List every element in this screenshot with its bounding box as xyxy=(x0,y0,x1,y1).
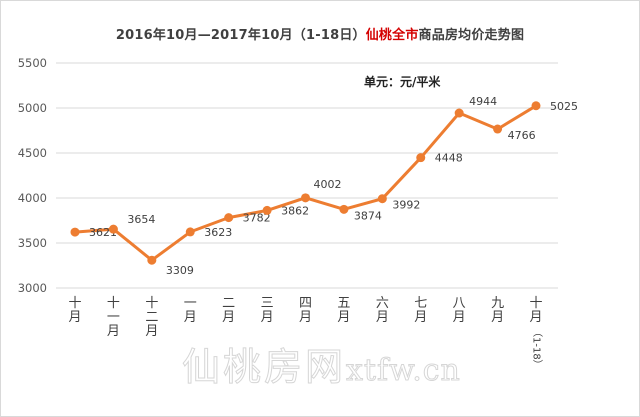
x-tick-label: 四月 xyxy=(298,296,312,325)
data-label: 3623 xyxy=(204,226,232,239)
data-label: 3654 xyxy=(127,213,155,226)
unit-label: 单元：元/平米 xyxy=(364,75,441,89)
watermark: 仙桃房网xtfw.cn xyxy=(181,336,461,391)
data-label: 4944 xyxy=(469,95,497,108)
x-tick-label: 三月 xyxy=(260,296,274,325)
data-point-marker xyxy=(493,124,503,134)
data-point-marker xyxy=(262,205,272,215)
data-point-marker xyxy=(377,194,387,204)
watermark-cn: 仙桃房网 xyxy=(181,345,347,390)
data-label: 3782 xyxy=(243,212,271,225)
watermark-latin: xtfw.cn xyxy=(346,353,461,389)
x-tick-label: 十一月 xyxy=(106,296,120,339)
y-tick-label: 4000 xyxy=(18,191,47,205)
title-prefix: 2016年10月—2017年10月（1-18日） xyxy=(115,28,366,43)
x-tick-label: 十月 xyxy=(68,296,82,325)
x-tick-label: 五月 xyxy=(337,296,351,325)
data-point-marker xyxy=(454,108,464,118)
data-point-marker xyxy=(70,227,80,237)
data-point-marker xyxy=(185,227,195,237)
x-tick-label: 十二月 xyxy=(145,296,159,339)
x-tick-label: 九月 xyxy=(491,296,505,325)
y-tick-label: 5000 xyxy=(18,101,47,115)
x-tick-label: 七月 xyxy=(414,296,428,325)
data-label: 3992 xyxy=(392,199,420,212)
data-label: 3309 xyxy=(166,264,194,277)
data-label: 3862 xyxy=(281,204,309,217)
y-tick-label: 3500 xyxy=(18,236,47,250)
data-point-marker xyxy=(224,213,234,223)
x-tick-label: 二月 xyxy=(222,296,236,325)
data-label: 3874 xyxy=(354,209,382,222)
data-label: 4448 xyxy=(435,152,463,165)
data-point-marker xyxy=(108,224,118,234)
data-label: 4766 xyxy=(508,129,536,142)
data-point-marker xyxy=(339,204,349,214)
price-line xyxy=(74,104,537,262)
x-tick-label: 八月 xyxy=(452,296,466,325)
x-tick-label: 十月（1-18） xyxy=(529,296,543,370)
x-tick-label: 一月 xyxy=(183,296,197,325)
data-point-marker xyxy=(416,153,426,163)
data-label: 5025 xyxy=(550,100,578,113)
y-tick-label: 5500 xyxy=(18,56,47,70)
chart-title: 2016年10月—2017年10月（1-18日）仙桃全市商品房均价走势图 xyxy=(0,24,640,43)
y-tick-label: 4500 xyxy=(18,146,47,160)
title-highlight: 仙桃全市 xyxy=(365,28,419,43)
data-point-marker xyxy=(147,255,157,265)
x-tick-label: 六月 xyxy=(375,296,389,325)
title-suffix: 商品房均价走势图 xyxy=(418,28,525,43)
y-tick-label: 3000 xyxy=(18,281,47,295)
x-tick-label-sub: （1-18） xyxy=(530,327,542,370)
data-point-marker xyxy=(301,193,310,203)
data-point-marker xyxy=(531,101,541,111)
data-label: 4002 xyxy=(314,178,342,191)
